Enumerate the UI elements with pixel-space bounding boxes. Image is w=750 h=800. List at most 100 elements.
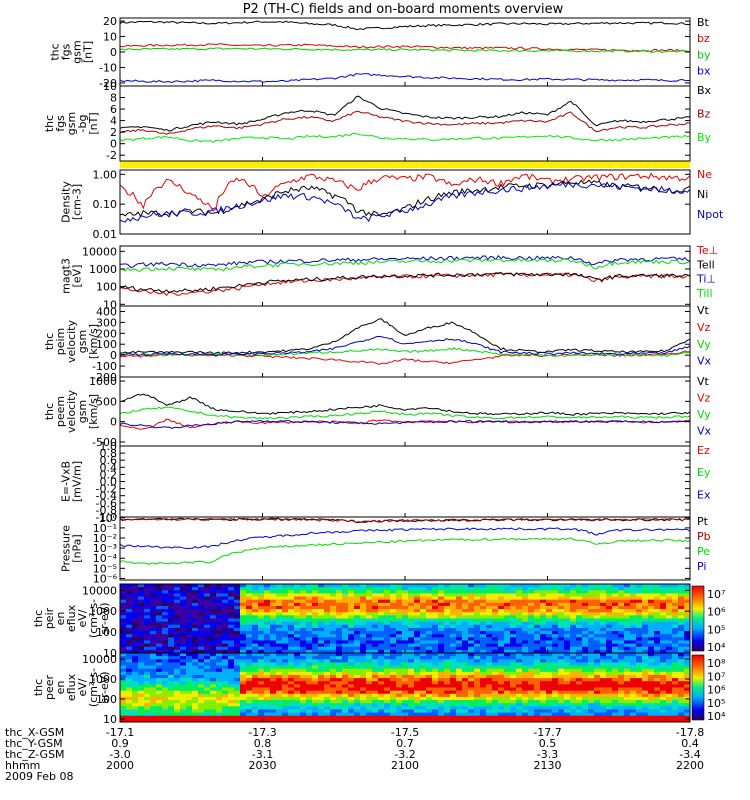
spectrogram-cell [462,659,469,663]
spectrogram-cell [156,684,163,688]
spectrogram-cell [216,584,223,588]
spectrogram-cell [666,584,673,588]
spectrogram-cell [582,599,589,604]
spectrogram-cell [300,649,307,654]
spectrogram-cell [324,671,331,676]
spectrogram-cell [426,706,433,710]
spectrogram-cell [294,646,301,651]
spectrogram-cell [348,681,355,685]
spectrogram-cell [420,659,427,663]
spectrogram-cell [204,640,211,644]
spectrogram-cell [240,643,247,648]
spectrogram-cell [336,612,343,616]
spectrogram-cell [258,609,265,613]
spectrogram-cell [432,634,439,638]
spectrogram-cell [174,596,181,601]
spectrogram-cell [522,662,529,666]
spectrogram-cell [558,668,565,673]
spectrogram-cell [384,649,391,654]
spectrogram-cell [666,715,673,720]
spectrogram-cell [288,715,295,720]
spectrogram-cell [162,681,169,685]
spectrogram-cell [240,609,247,613]
spectrogram-cell [144,612,151,616]
spectrogram-cell [390,696,397,701]
spectrogram-cell [522,715,529,720]
spectrogram-cell [636,662,643,666]
spectrogram-cell [522,659,529,663]
spectrogram-cell [414,609,421,613]
y-axis-label: thcpeerenefluxeV/(cm²-s-sr-eV) [32,668,111,707]
spectrogram-cell [330,653,337,657]
spectrogram-cell [504,700,511,704]
spectrogram-cell [654,668,661,673]
spectrogram-cell [672,687,679,692]
spectrogram-cell [312,593,319,597]
spectrogram-cell [582,693,589,698]
spectrogram-cell [270,662,277,666]
spectrogram-cell [444,700,451,704]
y-tick-label: -0.2 [96,483,117,496]
spectrogram-cell [264,602,271,607]
spectrogram-cell [678,649,685,654]
spectrogram-cell [522,653,529,657]
spectrogram-cell [222,696,229,701]
spectrogram-cell [606,615,613,619]
spectrogram-cell [252,687,259,692]
spectrogram-cell [324,684,331,688]
spectrogram-cell [546,665,553,670]
spectrogram-cell [192,596,199,601]
spectrogram-cell [618,621,625,626]
spectrogram-cell [456,634,463,638]
spectrogram-cell [594,678,601,682]
spectrogram-cell [672,609,679,613]
spectrogram-cell [240,584,247,588]
spectrogram-cell [252,631,259,635]
spectrogram-cell [144,684,151,688]
spectrogram-cell [426,618,433,623]
spectrogram-cell [414,681,421,685]
spectrogram-cell [360,640,367,644]
spectrogram-cell [294,596,301,601]
spectrogram-cell [216,693,223,698]
spectrogram-cell [498,646,505,651]
spectrogram-cell [546,690,553,695]
spectrogram-cell [126,693,133,698]
spectrogram-cell [228,656,235,660]
spectrogram-cell [438,631,445,635]
spectrogram-cell [528,593,535,597]
spectrogram-cell [552,706,559,710]
spectrogram-cell [396,653,403,657]
spectrogram-cell [432,596,439,601]
spectrogram-cell [336,715,343,720]
spectrogram-cell [192,674,199,679]
spectrogram-cell [192,718,199,723]
spectrogram-cell [264,659,271,663]
spectrogram-cell [444,640,451,644]
spectrogram-cell [486,587,493,591]
spectrogram-cell [684,631,691,635]
spectrogram-cell [558,659,565,663]
spectrogram-cell [258,709,265,713]
spectrogram-cell [306,587,313,591]
spectrogram-cell [600,687,607,692]
y-tick-label: 10000 [82,653,117,666]
spectrogram-cell [186,700,193,704]
spectrogram-cell [456,653,463,657]
spectrogram-cell [678,624,685,629]
spectrogram-cell [210,703,217,707]
spectrogram-cell [366,703,373,707]
spectrogram-cell [372,687,379,692]
spectrogram-cell [636,700,643,704]
spectrogram-cell [300,653,307,657]
spectrogram-cell [270,693,277,698]
spectrogram-cell [630,584,637,588]
spectrogram-cell [366,665,373,670]
spectrogram-cell [222,706,229,710]
spectrogram-cell [348,637,355,641]
spectrogram-cell [606,656,613,660]
spectrogram-cell [654,605,661,610]
spectrogram-cell [570,693,577,698]
spectrogram-cell [444,678,451,682]
spectrogram-cell [402,615,409,619]
